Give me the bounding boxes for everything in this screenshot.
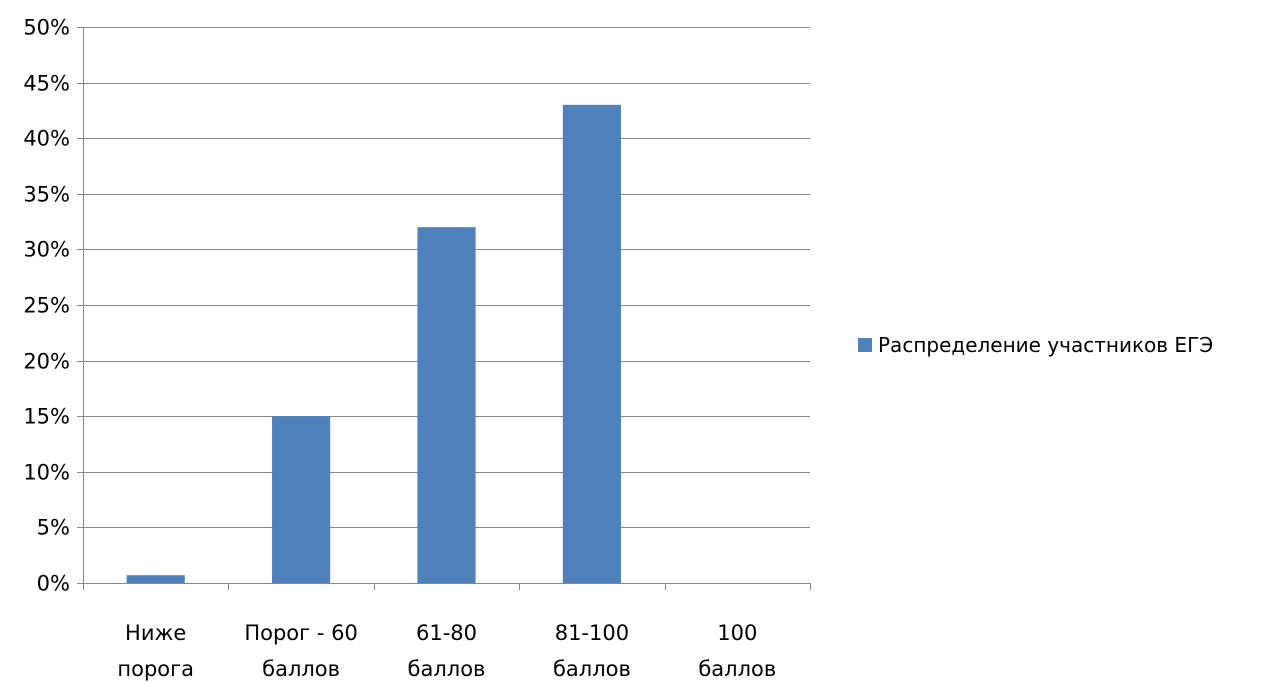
legend-label: Распределение участников ЕГЭ (878, 333, 1214, 357)
axes (77, 27, 811, 590)
y-tick-label: 45% (23, 72, 70, 96)
bar (272, 416, 331, 583)
x-category-label: 81-100 (555, 621, 629, 645)
bar (417, 227, 476, 583)
y-tick-label: 30% (23, 238, 70, 262)
legend-swatch (858, 338, 872, 352)
y-tick-label: 0% (37, 572, 70, 596)
x-category-label: баллов (408, 657, 486, 681)
bar (562, 104, 621, 583)
x-category-label: баллов (262, 657, 340, 681)
x-category-label: баллов (553, 657, 631, 681)
x-category-label: 61-80 (416, 621, 477, 645)
x-category-label: баллов (698, 657, 776, 681)
x-category-label: Ниже (125, 621, 186, 645)
y-tick-label: 10% (23, 461, 70, 485)
y-tick-labels: 0% 5% 10% 15% 20% 25% 30% 35% 40% 45% 50% (23, 16, 70, 596)
y-tick-label: 50% (23, 16, 70, 40)
y-tick-label: 40% (23, 127, 70, 151)
y-tick-label: 5% (37, 516, 70, 540)
y-tick-label: 20% (23, 350, 70, 374)
x-category-labels: Ниже порога Порог - 60 баллов 61-80 баллов 81-… (117, 621, 776, 681)
bar (126, 575, 185, 583)
y-tick-label: 15% (23, 405, 70, 429)
y-tick-label: 35% (23, 183, 70, 207)
y-tick-label: 25% (23, 294, 70, 318)
x-category-label: 100 (717, 621, 757, 645)
x-category-label: порога (117, 657, 194, 681)
x-category-label: Порог - 60 (244, 621, 358, 645)
bars (126, 104, 621, 583)
legend: Распределение участников ЕГЭ (858, 333, 1213, 357)
